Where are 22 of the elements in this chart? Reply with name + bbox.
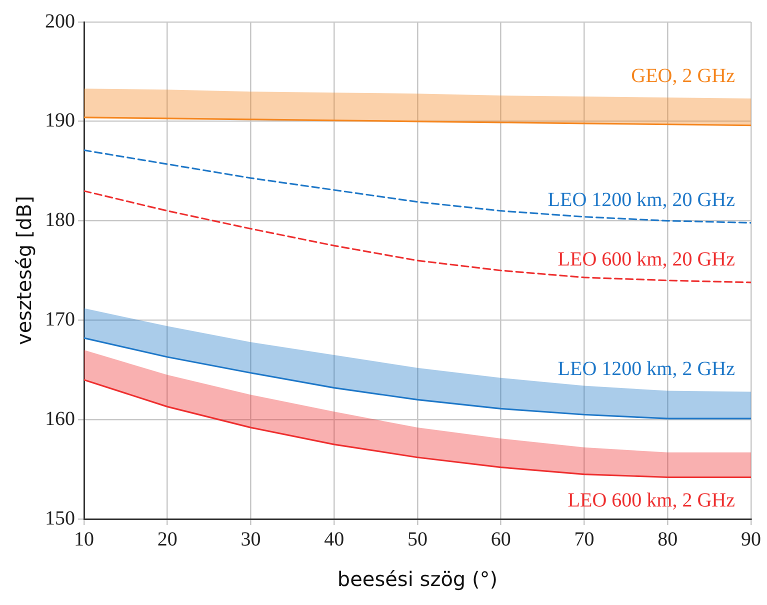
y-tick-label: 170 bbox=[45, 308, 75, 330]
x-tick-label: 80 bbox=[658, 528, 678, 550]
series-label: LEO 1200 km, 20 GHz bbox=[548, 189, 736, 212]
x-tick-label: 10 bbox=[74, 528, 94, 550]
x-tick-label: 50 bbox=[408, 528, 428, 550]
y-tick-label: 180 bbox=[45, 209, 75, 232]
x-tick-label: 20 bbox=[157, 528, 178, 550]
x-tick-label: 90 bbox=[741, 528, 761, 550]
x-tick-label: 30 bbox=[240, 528, 261, 550]
x-axis-title: beesési szög (°) bbox=[337, 567, 498, 592]
y-tick-label: 200 bbox=[45, 10, 75, 32]
series-label: LEO 600 km, 20 GHz bbox=[558, 248, 736, 271]
y-tick-label: 150 bbox=[45, 507, 75, 530]
x-tick-label: 60 bbox=[490, 528, 511, 550]
series-label: LEO 600 km, 2 GHz bbox=[568, 490, 736, 512]
y-axis-title: veszteség [dB] bbox=[12, 196, 36, 346]
y-tick-label: 190 bbox=[45, 110, 75, 132]
y-tick-label: 160 bbox=[45, 408, 75, 430]
x-tick-label: 40 bbox=[324, 528, 344, 550]
series-label: LEO 1200 km, 2 GHz bbox=[558, 358, 736, 380]
series-label: GEO, 2 GHz bbox=[631, 64, 736, 87]
x-tick-label: 70 bbox=[574, 528, 594, 550]
